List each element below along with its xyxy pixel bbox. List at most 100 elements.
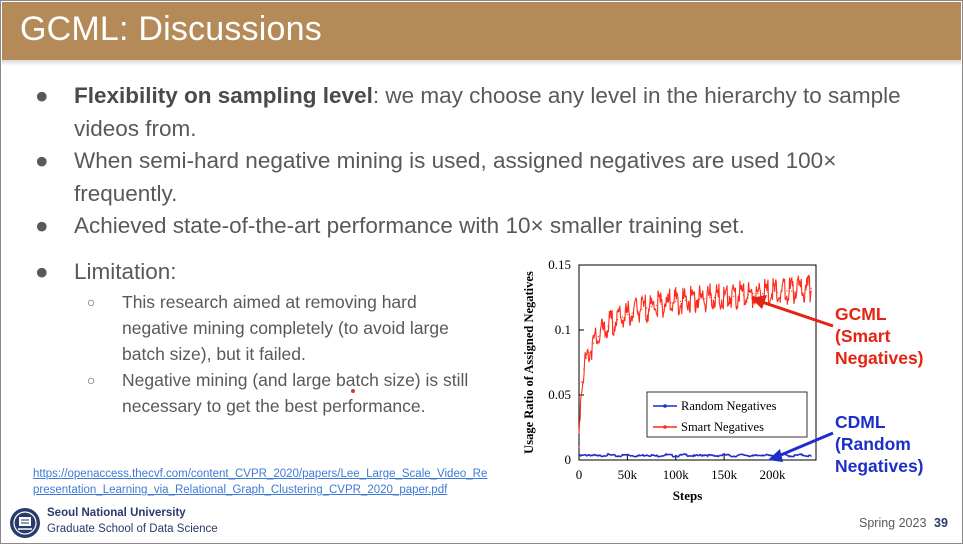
data-point [675,300,677,302]
data-point [786,290,788,292]
data-point [636,309,638,312]
term-label: Spring 2023 [859,516,927,530]
data-point [675,455,677,457]
university-emblem-icon [10,508,40,538]
bullet-icon: ● [35,148,49,173]
usage-ratio-chart: 0 0.05 0.1 0.15 0 50k 100k 150k 200k Steps Usage R… [522,257,817,503]
bullet-icon: ● [35,83,49,108]
sub-bullet-text: This research aimed at removing hard neg… [122,292,449,364]
bullet-item: ● Achieved state-of-the-art performance … [35,210,940,243]
blue-arrow-head [768,449,783,462]
data-point [660,303,662,305]
legend-label: Random Negatives [681,399,777,413]
data-point [805,289,807,291]
data-point [810,455,812,457]
data-point [800,454,803,456]
data-point [757,293,759,295]
data-point [718,296,720,299]
data-point [578,455,580,457]
data-point [679,300,682,302]
bullet-list: ● Flexibility on sampling level: we may … [35,80,940,243]
legend-label: Smart Negatives [681,420,764,434]
data-point [723,295,725,297]
annotation-line: (Smart [835,326,891,346]
legend-marker [663,425,667,429]
data-point [585,358,587,360]
data-point [796,289,798,291]
blue-arrow [775,431,834,459]
data-point [728,295,730,297]
sub-bullet-text: Negative mining (and large batch size) i… [122,370,469,416]
data-point [636,455,638,457]
data-point [733,455,735,457]
data-point [704,298,706,300]
data-point [665,454,667,456]
data-point [684,454,687,456]
data-point [621,316,624,318]
x-tick-label: 50k [618,467,638,482]
annotation-line: GCML [835,304,887,324]
bullet-item: ● Flexibility on sampling level: we may … [35,80,940,145]
data-point [752,455,754,457]
data-point [597,335,599,338]
data-point [713,455,716,457]
data-point [588,351,590,353]
annotation-arrows [751,295,834,462]
data-point [602,329,604,331]
data-point [588,454,590,456]
x-tick-label: 200k [759,467,786,482]
data-point [747,294,749,296]
legend-box [646,391,808,438]
x-axis-label: Steps [673,488,703,503]
sub-bullet-icon: ○ [87,372,96,388]
data-point [810,287,812,289]
paper-link[interactable]: https://openaccess.thecvf.com/content_CV… [33,468,488,496]
title-bar: GCML: Discussions [2,2,961,60]
limitation-bullet: ● Limitation: [35,256,544,288]
gcml-annotation: GCML (Smart Negatives) [835,303,924,369]
bullet-icon: ● [35,213,49,238]
data-point [771,291,774,293]
bullet-item: ● When semi-hard negative mining is used… [35,145,940,210]
data-point [699,298,701,300]
sub-bullet-icon: ○ [87,294,96,310]
data-point [583,368,585,370]
pointer-dot [351,389,355,393]
data-point [607,325,609,327]
data-point [617,455,619,457]
data-point [580,381,583,383]
university-name: Seoul National University [47,507,186,519]
data-point [617,319,619,321]
page-number: 39 [934,516,948,530]
data-point [713,296,716,299]
annotation-line: Negatives) [835,456,924,476]
annotation-line: Negatives) [835,348,924,368]
data-point [612,321,614,323]
data-point [607,454,609,456]
school-name: Graduate School of Data Science [47,523,218,535]
data-point [791,290,793,292]
data-point [752,293,754,295]
bullet-text: Achieved state-of-the-art performance wi… [74,213,745,238]
data-point [641,308,643,310]
bullet-bold-text: Flexibility on sampling level [74,83,373,108]
legend-marker [663,404,667,408]
data-point [597,455,599,457]
red-arrow [758,299,834,328]
y-axis-label: Usage Ratio of Assigned Negatives [522,271,536,454]
data-point [650,306,653,308]
bullet-text: When semi-hard negative mining is used, … [74,148,837,206]
data-point [694,455,696,457]
y-tick-label: 0.15 [548,257,571,272]
slide-title: GCML: Discussions [20,10,322,48]
data-point [723,454,725,456]
data-point [626,454,628,456]
data-point [665,302,667,304]
bullet-text: : we may choose any level in the hierarc… [74,83,901,141]
red-arrow-head [751,295,767,309]
data-point [684,299,687,301]
data-point [762,454,764,456]
data-point [655,304,657,306]
data-point [704,454,706,456]
